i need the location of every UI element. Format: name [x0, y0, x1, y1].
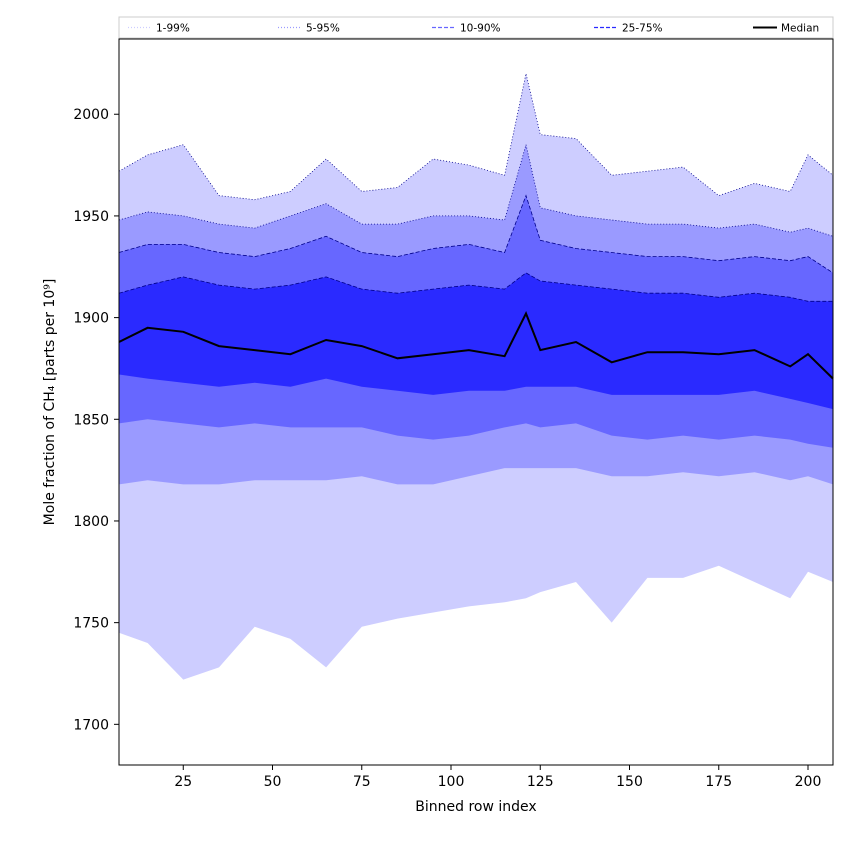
- legend-label: Median: [781, 23, 819, 35]
- x-tick-label: 50: [264, 774, 282, 790]
- y-tick-label: 1750: [73, 616, 109, 632]
- plot-frame: [118, 38, 834, 766]
- y-tick-label: 1800: [73, 514, 109, 530]
- y-tick-label: 2000: [73, 107, 109, 123]
- median-line: [118, 311, 834, 380]
- x-axis-ticks: 25 50 75 100 125 150 175 200: [174, 765, 821, 790]
- y-tick-label: 1700: [73, 717, 109, 733]
- legend-box: [118, 16, 834, 39]
- x-tick-label: 125: [527, 774, 554, 790]
- band-25-75: [119, 272, 833, 410]
- legend-label: 10-90%: [460, 23, 501, 35]
- band-edges: [118, 73, 834, 302]
- x-tick-label: 25: [174, 774, 192, 790]
- x-tick-label: 200: [795, 774, 822, 790]
- band-5-95-upper-edge: [118, 144, 834, 237]
- y-tick-label: 1900: [73, 311, 109, 327]
- legend-label: 5-95%: [306, 23, 340, 35]
- y-axis-label: Mole fraction of CH₄ [parts per 10⁹]: [42, 279, 58, 526]
- legend: 1-99% 5-95% 10-90% 25-75% Median: [118, 16, 834, 39]
- x-tick-label: 75: [353, 774, 371, 790]
- median-layer: [118, 311, 834, 380]
- band-10-90-upper-edge: [118, 194, 834, 274]
- y-axis-ticks: 1700 1750 1800 1850 1900 1950 2000: [73, 107, 119, 733]
- x-tick-label: 150: [616, 774, 643, 790]
- band-25-75-upper-edge: [118, 272, 833, 302]
- x-tick-label: 100: [438, 774, 465, 790]
- legend-label: 1-99%: [156, 23, 190, 35]
- band-1-99-upper-edge: [118, 73, 834, 201]
- x-axis-label: Binned row index: [415, 799, 536, 815]
- y-tick-label: 1950: [73, 209, 109, 225]
- percentile-bands: [119, 73, 833, 680]
- plot-area: [118, 73, 834, 680]
- legend-label: 25-75%: [622, 23, 663, 35]
- x-tick-label: 175: [705, 774, 732, 790]
- y-tick-label: 1850: [73, 412, 109, 428]
